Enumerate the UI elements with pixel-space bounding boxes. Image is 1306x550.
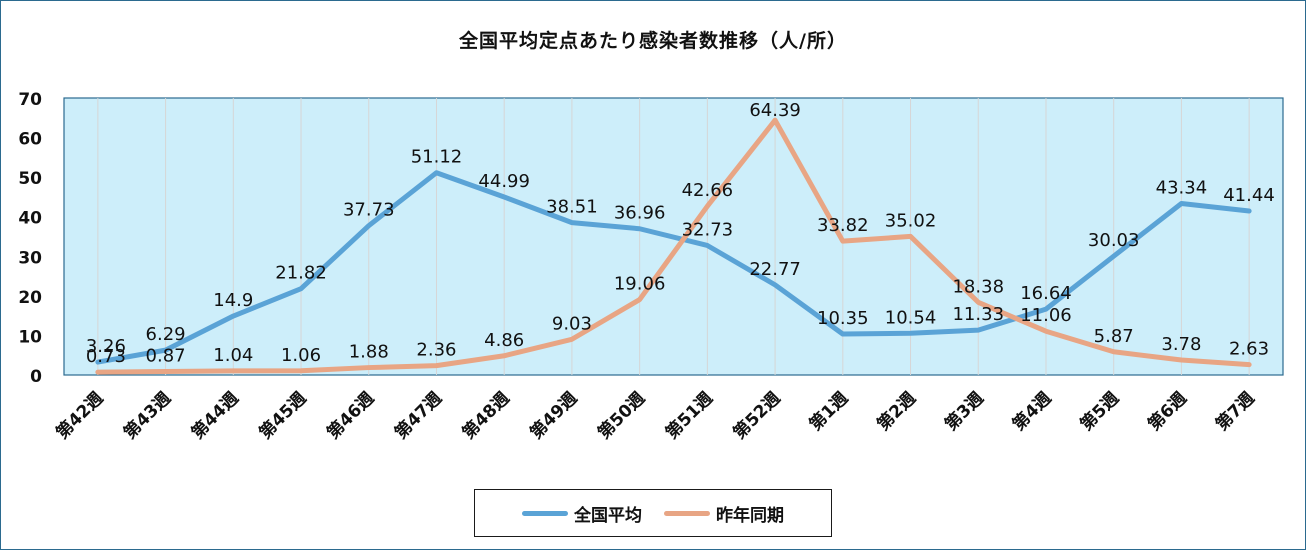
- series-line-2: [95, 117, 1252, 375]
- data-label: 11.06: [1020, 305, 1072, 326]
- legend-label-series-1: 全国平均: [574, 505, 642, 526]
- y-tick-label: 50: [18, 169, 42, 189]
- data-label: 41.44: [1223, 185, 1275, 206]
- data-label: 10.35: [817, 308, 869, 329]
- x-tick-label: 第47週: [390, 388, 446, 444]
- data-label: 42.66: [682, 180, 734, 201]
- x-tick-label: 第51週: [661, 388, 717, 444]
- data-label: 2.36: [416, 340, 456, 361]
- legend-label-series-2: 昨年同期: [716, 505, 784, 526]
- data-label: 0.73: [86, 346, 126, 367]
- data-label: 9.03: [552, 313, 592, 334]
- x-tick-label: 第49週: [526, 388, 582, 444]
- data-label: 1.06: [281, 345, 321, 366]
- data-label: 38.51: [546, 197, 598, 218]
- x-tick-label: 第42週: [52, 388, 108, 444]
- data-label: 35.02: [885, 210, 937, 231]
- data-label: 51.12: [411, 147, 463, 168]
- data-label: 16.64: [1020, 283, 1072, 304]
- x-tick-label: 第48週: [458, 388, 514, 444]
- y-tick-label: 0: [30, 367, 42, 387]
- x-tick-label: 第5週: [1076, 388, 1123, 435]
- data-label: 64.39: [749, 100, 801, 121]
- data-label: 6.29: [146, 324, 186, 345]
- data-label: 3.78: [1161, 334, 1201, 355]
- data-label: 1.88: [349, 342, 389, 363]
- data-label: 21.82: [275, 263, 327, 284]
- data-label: 11.33: [952, 304, 1004, 325]
- y-tick-label: 30: [18, 248, 42, 268]
- data-label: 14.9: [213, 290, 253, 311]
- data-label: 44.99: [478, 171, 530, 192]
- data-label: 4.86: [484, 330, 524, 351]
- data-label: 2.63: [1229, 339, 1269, 360]
- data-label: 22.77: [749, 259, 801, 280]
- data-label: 0.87: [146, 346, 186, 367]
- x-tick-label: 第3週: [941, 388, 988, 435]
- data-label: 1.04: [213, 345, 253, 366]
- chart-title: 全国平均定点あたり感染者数推移（人/所）: [459, 30, 847, 52]
- x-tick-label: 第43週: [119, 388, 175, 444]
- x-tick-label: 第50週: [594, 388, 650, 444]
- x-tick-label: 第46週: [323, 388, 379, 444]
- legend-swatch-series-1: [522, 510, 568, 516]
- y-tick-label: 40: [18, 209, 42, 229]
- data-label: 3.26: [86, 336, 126, 357]
- data-label: 19.06: [614, 274, 666, 295]
- x-tick-label: 第44週: [187, 388, 243, 444]
- x-tick-label: 第45週: [255, 388, 311, 444]
- x-tick-label: 第1週: [805, 388, 852, 435]
- y-tick-label: 60: [18, 130, 42, 150]
- legend-swatch-series-2: [664, 510, 710, 516]
- data-label: 37.73: [343, 200, 395, 221]
- y-tick-label: 20: [18, 288, 42, 308]
- data-label: 32.73: [682, 219, 734, 240]
- chart-legend: 全国平均 昨年同期: [474, 489, 832, 537]
- x-tick-label: 第52週: [729, 388, 785, 444]
- legend-item-series-1: 全国平均: [522, 501, 642, 526]
- data-label: 43.34: [1156, 177, 1208, 198]
- legend-item-series-2: 昨年同期: [664, 501, 784, 526]
- x-tick-label: 第4週: [1008, 388, 1055, 435]
- x-tick-label: 第7週: [1211, 388, 1258, 435]
- data-label: 36.96: [614, 203, 666, 224]
- data-label: 10.54: [885, 307, 937, 328]
- data-label: 5.87: [1094, 326, 1134, 347]
- data-label: 30.03: [1088, 230, 1140, 251]
- y-tick-label: 10: [18, 327, 42, 347]
- data-label: 33.82: [817, 215, 869, 236]
- x-tick-label: 第6週: [1144, 388, 1191, 435]
- data-label: 18.38: [952, 276, 1004, 297]
- x-tick-label: 第2週: [873, 388, 920, 435]
- series-line-1: [95, 170, 1252, 365]
- y-tick-label: 70: [18, 90, 42, 110]
